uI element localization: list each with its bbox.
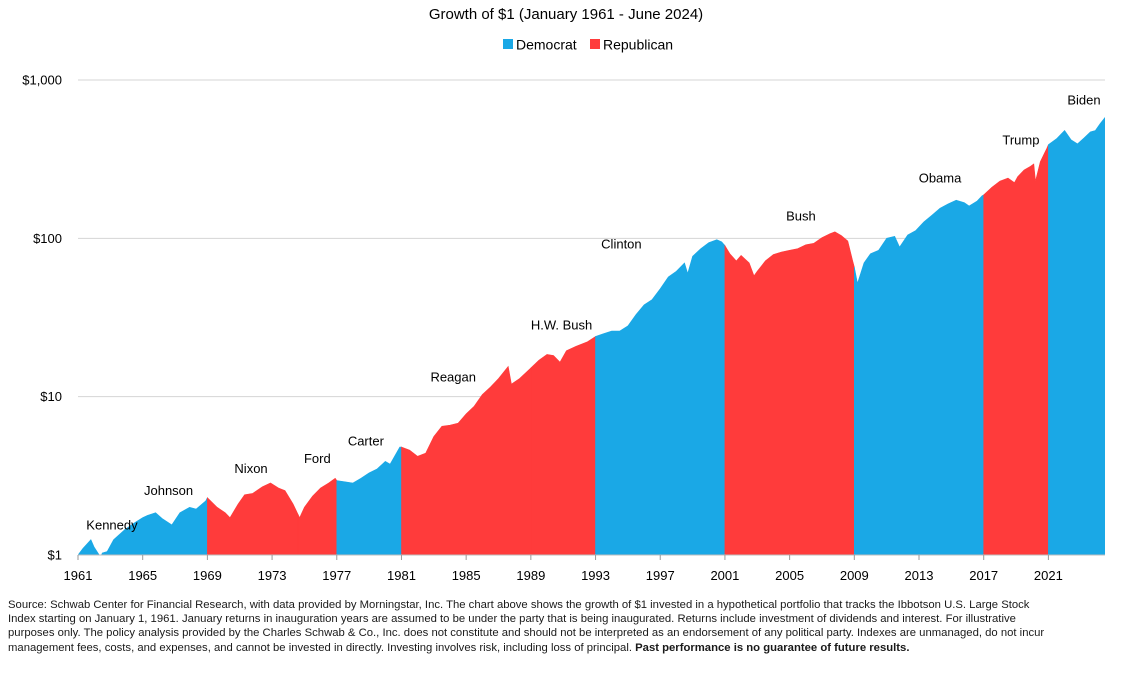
- area-clinton: [595, 239, 726, 555]
- area-carter: [336, 446, 402, 555]
- area-nixon: [207, 482, 299, 555]
- area-h-w-bush: [530, 335, 596, 555]
- x-tick-label: 2005: [775, 568, 804, 583]
- president-label: Ford: [304, 451, 331, 466]
- area-series: [78, 117, 1105, 555]
- y-tick-label: $100: [33, 231, 62, 246]
- x-tick-label: 1973: [258, 568, 287, 583]
- president-label: H.W. Bush: [531, 318, 592, 333]
- area-ford: [297, 477, 338, 555]
- legend-label-democrat: Democrat: [516, 37, 577, 53]
- president-label: Carter: [348, 434, 385, 449]
- president-label: Nixon: [234, 461, 267, 476]
- x-tick-label: 2017: [969, 568, 998, 583]
- footnote: Source: Schwab Center for Financial Rese…: [8, 598, 1053, 655]
- x-tick-label: 1965: [128, 568, 157, 583]
- area-biden: [1048, 117, 1105, 555]
- x-tick-label: 1981: [387, 568, 416, 583]
- area-obama: [854, 194, 984, 555]
- growth-chart: Growth of $1 (January 1961 - June 2024) …: [22, 6, 1105, 583]
- president-label: Kennedy: [86, 517, 138, 532]
- legend-label-republican: Republican: [603, 37, 673, 53]
- area-johnson: [124, 497, 208, 555]
- legend: Democrat Republican: [503, 37, 673, 53]
- x-tick-label: 2013: [905, 568, 934, 583]
- president-label: Clinton: [601, 237, 641, 252]
- area-bush: [724, 231, 855, 555]
- x-tick-label: 2009: [840, 568, 869, 583]
- x-tick-label: 1985: [452, 568, 481, 583]
- x-tick-label: 1977: [322, 568, 351, 583]
- x-tick-label: 1993: [581, 568, 610, 583]
- area-reagan: [401, 365, 532, 555]
- president-label: Trump: [1002, 133, 1039, 148]
- x-tick-label: 2021: [1034, 568, 1063, 583]
- y-tick-label: $10: [40, 389, 62, 404]
- x-axis: 1961 1965 1969 1973 1977 1981 1985 1989 1993 1997…: [64, 554, 1105, 583]
- president-labels: Kennedy Johnson Nixon Ford Carter Reagan H.W. …: [86, 93, 1100, 533]
- president-label: Obama: [919, 171, 962, 186]
- x-tick-label: 1969: [193, 568, 222, 583]
- area-trump: [983, 144, 1049, 555]
- x-tick-label: 1997: [646, 568, 675, 583]
- footnote-text: Source: Schwab Center for Financial Rese…: [8, 599, 1045, 654]
- x-tick-label: 2001: [710, 568, 739, 583]
- legend-swatch-republican: [590, 39, 600, 49]
- footnote-emphasis: Past performance is no guarantee of futu…: [635, 641, 910, 654]
- y-tick-label: $1: [48, 548, 62, 563]
- president-label: Bush: [786, 208, 816, 223]
- legend-swatch-democrat: [503, 39, 513, 49]
- x-tick-label: 1961: [64, 568, 93, 583]
- president-label: Reagan: [430, 369, 476, 384]
- x-tick-label: 1989: [516, 568, 545, 583]
- chart-title: Growth of $1 (January 1961 - June 2024): [429, 6, 703, 23]
- y-axis: $1 $10 $100 $1,000: [22, 73, 62, 563]
- y-tick-label: $1,000: [22, 73, 62, 88]
- president-label: Biden: [1067, 93, 1100, 108]
- president-label: Johnson: [144, 483, 193, 498]
- area-kennedy: [78, 528, 126, 555]
